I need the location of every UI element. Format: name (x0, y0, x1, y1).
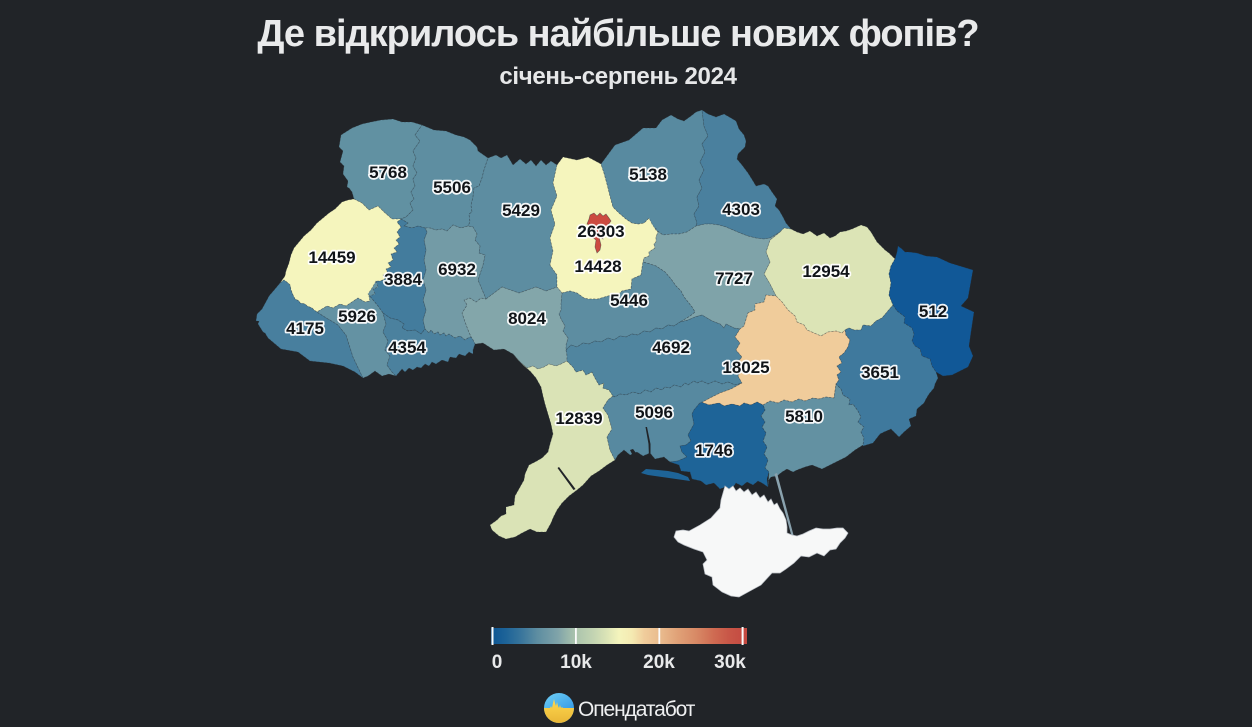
svg-text:26303: 26303 (577, 222, 624, 241)
svg-text:5096: 5096 (635, 403, 673, 422)
svg-text:5446: 5446 (610, 291, 648, 310)
svg-text:4354: 4354 (388, 338, 426, 357)
svg-text:12839: 12839 (555, 409, 602, 428)
svg-text:5429: 5429 (502, 201, 540, 220)
svg-text:512: 512 (919, 302, 947, 321)
svg-text:4303: 4303 (722, 200, 760, 219)
svg-text:4692: 4692 (652, 338, 690, 357)
svg-text:5768: 5768 (369, 163, 407, 182)
svg-text:14459: 14459 (308, 248, 355, 267)
svg-text:6932: 6932 (438, 260, 476, 279)
svg-text:5810: 5810 (785, 407, 823, 426)
svg-text:3884: 3884 (384, 270, 422, 289)
svg-text:5926: 5926 (338, 307, 376, 326)
svg-text:5138: 5138 (629, 165, 667, 184)
svg-text:12954: 12954 (802, 262, 850, 281)
svg-text:14428: 14428 (574, 257, 621, 276)
svg-text:8024: 8024 (508, 309, 546, 328)
svg-text:5506: 5506 (433, 178, 471, 197)
svg-text:18025: 18025 (722, 358, 769, 377)
svg-text:7727: 7727 (715, 269, 753, 288)
svg-text:1746: 1746 (695, 441, 733, 460)
svg-text:4175: 4175 (286, 319, 324, 338)
svg-text:3651: 3651 (861, 363, 899, 382)
